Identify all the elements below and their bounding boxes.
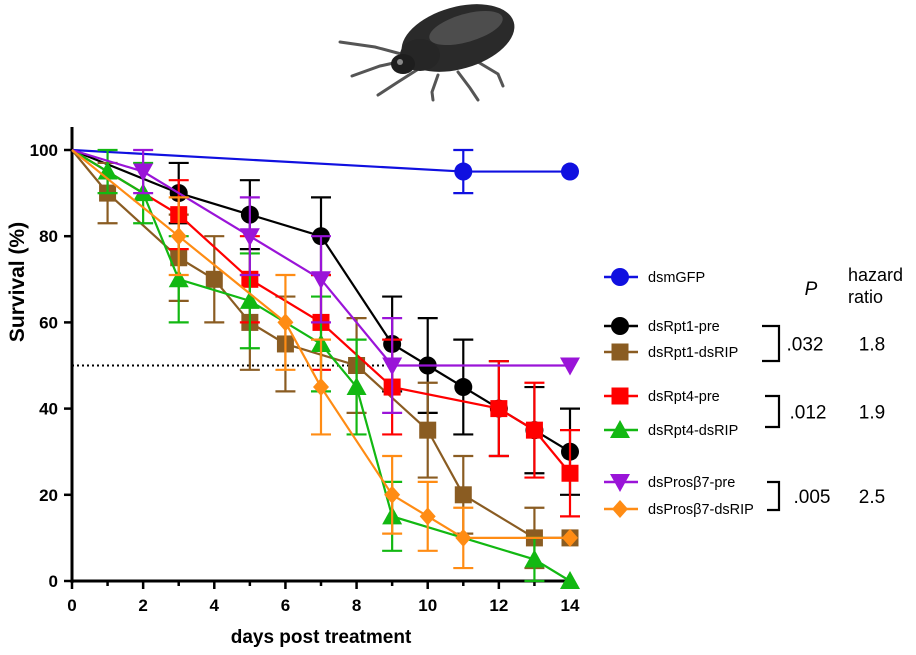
y-tick-label: 60 bbox=[39, 313, 58, 332]
data-point bbox=[454, 162, 473, 181]
p-value-header: P bbox=[805, 279, 818, 300]
data-point bbox=[419, 507, 436, 526]
x-tick-label: 6 bbox=[281, 596, 290, 615]
x-tick-label: 14 bbox=[561, 596, 580, 615]
hazard-ratio-value: 1.8 bbox=[859, 335, 885, 356]
series-line bbox=[71, 149, 570, 540]
data-point bbox=[455, 528, 472, 547]
y-tick-label: 0 bbox=[49, 572, 58, 591]
data-point bbox=[205, 270, 223, 288]
data-point bbox=[454, 378, 473, 397]
x-tick-label: 2 bbox=[138, 596, 147, 615]
data-point bbox=[561, 162, 579, 181]
comparison-3: .005 2.5 bbox=[767, 480, 885, 512]
data-point bbox=[560, 357, 580, 376]
legend: dsmGFP dsRpt1-pre dsRpt1-dsRIP dsRpt4-pre ds… bbox=[604, 268, 754, 518]
p-value: .012 bbox=[790, 403, 827, 424]
legend-item: dsRpt1-pre bbox=[604, 317, 720, 335]
legend-label: dsRpt4-pre bbox=[648, 389, 720, 405]
legend-marker bbox=[611, 343, 629, 361]
legend-marker bbox=[611, 317, 629, 335]
data-point bbox=[239, 228, 260, 247]
x-axis-label: days post treatment bbox=[231, 627, 412, 648]
x-tick-label: 10 bbox=[418, 596, 437, 615]
data-point bbox=[419, 421, 437, 439]
p-value: .005 bbox=[794, 487, 831, 508]
comparison-bracket bbox=[767, 480, 781, 512]
series-layer bbox=[71, 148, 580, 589]
comparison-1: .032 1.8 bbox=[762, 324, 885, 363]
legend-item: dsRpt1-dsRIP bbox=[604, 343, 738, 361]
y-tick-label: 100 bbox=[30, 141, 58, 160]
x-tick-label: 12 bbox=[489, 596, 508, 615]
p-value: .032 bbox=[787, 335, 824, 356]
legend-marker bbox=[610, 474, 630, 492]
legend-label: dsProsβ7-dsRIP bbox=[648, 502, 754, 518]
data-point bbox=[525, 421, 543, 439]
data-point bbox=[561, 464, 579, 482]
hazard-ratio-value: 1.9 bbox=[859, 403, 885, 424]
legend-item: dsProsβ7-pre bbox=[604, 474, 735, 492]
data-point bbox=[384, 485, 401, 504]
y-axis-label: Survival (%) bbox=[6, 222, 29, 342]
y-tick-label: 40 bbox=[39, 400, 58, 419]
comparison-2: .012 1.9 bbox=[765, 394, 885, 429]
legend-marker bbox=[611, 268, 629, 286]
x-tick-label: 0 bbox=[67, 596, 76, 615]
legend-label: dsProsβ7-pre bbox=[648, 475, 735, 491]
data-point bbox=[454, 486, 472, 504]
comparison-bracket bbox=[765, 394, 781, 429]
legend-item: dsProsβ7-dsRIP bbox=[604, 500, 754, 518]
data-point bbox=[311, 271, 331, 290]
series-dsmGFP bbox=[71, 148, 579, 195]
x-tick-label: 4 bbox=[210, 596, 220, 615]
data-point bbox=[382, 357, 403, 376]
series-line bbox=[71, 148, 570, 367]
legend-label: dsRpt4-dsRIP bbox=[648, 423, 738, 439]
legend-label: dsRpt1-dsRIP bbox=[648, 345, 738, 361]
x-tick-label: 8 bbox=[352, 596, 361, 615]
legend-marker bbox=[610, 420, 630, 438]
data-point bbox=[239, 290, 260, 309]
y-tick-label: 80 bbox=[39, 227, 58, 246]
series-dsProsβ7-dsRIP bbox=[71, 149, 578, 570]
data-point bbox=[490, 400, 508, 418]
legend-label: dsmGFP bbox=[648, 270, 705, 286]
legend-label: dsRpt1-pre bbox=[648, 319, 720, 335]
data-point bbox=[346, 377, 367, 396]
data-point bbox=[133, 163, 154, 182]
data-point bbox=[277, 313, 294, 332]
legend-item: dsRpt4-pre bbox=[604, 387, 720, 405]
hazard-ratio-value: 2.5 bbox=[859, 487, 885, 508]
data-point bbox=[168, 269, 189, 288]
legend-marker bbox=[612, 500, 628, 518]
y-tick-label: 20 bbox=[39, 486, 58, 505]
series-dsProsβ7-pre bbox=[71, 148, 580, 415]
hazard-ratio-header: hazard ratio bbox=[848, 265, 903, 307]
data-point bbox=[560, 571, 580, 589]
data-point bbox=[313, 378, 329, 397]
y-axis-ticks: 0 20 40 60 80 100 bbox=[30, 141, 72, 591]
legend-item: dsRpt4-dsRIP bbox=[604, 420, 738, 439]
data-point bbox=[97, 161, 118, 180]
x-axis-ticks: 0 2 4 6 8 10 12 14 bbox=[67, 581, 580, 615]
data-point bbox=[170, 227, 187, 246]
data-point bbox=[562, 528, 578, 547]
data-point bbox=[524, 549, 545, 568]
legend-marker bbox=[611, 387, 629, 405]
comparison-bracket bbox=[762, 324, 781, 363]
beetle-illustration bbox=[338, 4, 515, 102]
legend-item: dsmGFP bbox=[604, 268, 705, 286]
